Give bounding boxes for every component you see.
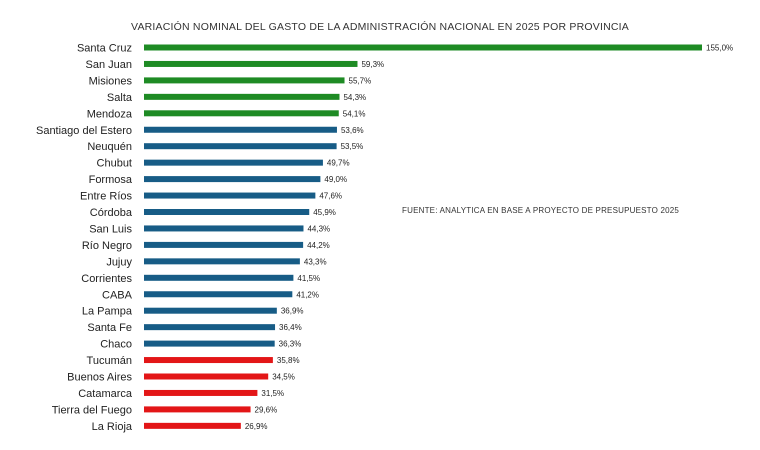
category-label-salta: Salta [107,92,133,104]
category-label-chubut: Chubut [97,158,132,170]
category-label-caba: CABA [102,289,133,301]
category-label-tucuman: Tucumán [87,355,132,367]
category-label-santa-cruz: Santa Cruz [77,43,132,55]
bar-santa-cruz [144,44,702,51]
category-label-cordoba: Córdoba [90,207,133,219]
bar-formosa [144,176,321,183]
bar-la-rioja [144,422,241,429]
bar-tierra-del-fuego [144,406,251,413]
value-label-salta: 54,3% [343,93,366,102]
value-label-buenos-aires: 34,5% [272,373,295,382]
bar-buenos-aires [144,373,269,380]
bar-salta [144,93,340,100]
bar-santa-fe [144,324,276,331]
category-label-catamarca: Catamarca [78,388,133,400]
value-label-santa-cruz: 155,0% [706,44,733,53]
category-label-san-juan: San Juan [86,59,132,71]
category-label-formosa: Formosa [89,174,133,186]
value-label-cordoba: 45,9% [313,208,336,217]
bar-tucuman [144,357,273,364]
value-label-santiago-del-estero: 53,6% [341,126,364,135]
value-label-formosa: 49,0% [324,175,347,184]
chart-title: VARIACIÓN NOMINAL DEL GASTO DE LA ADMINI… [131,21,629,33]
category-label-santa-fe: Santa Fe [87,322,132,334]
bar-rio-negro [144,241,304,248]
value-label-la-rioja: 26,9% [245,422,268,431]
value-label-tucuman: 35,8% [277,356,300,365]
category-label-corrientes: Corrientes [81,273,132,285]
value-label-catamarca: 31,5% [261,389,284,398]
category-label-chaco: Chaco [100,339,132,351]
value-label-san-luis: 44,3% [307,224,330,233]
value-label-corrientes: 41,5% [297,274,320,283]
bar-santiago-del-estero [144,126,337,133]
bar-caba [144,291,293,298]
category-label-jujuy: Jujuy [106,256,132,268]
bar-la-pampa [144,307,277,314]
value-label-entre-rios: 47,6% [319,192,342,201]
value-label-santa-fe: 36,4% [279,323,302,332]
value-label-tierra-del-fuego: 29,6% [255,405,278,414]
category-label-la-pampa: La Pampa [82,306,133,318]
value-label-chubut: 49,7% [327,159,350,168]
bar-san-juan [144,60,358,67]
category-label-rio-negro: Río Negro [82,240,132,252]
value-label-mendoza: 54,1% [343,109,366,118]
category-label-santiago-del-estero: Santiago del Estero [36,125,132,137]
bar-cordoba [144,209,310,215]
bar-san-luis [144,225,304,232]
bar-chubut [144,159,323,166]
category-label-buenos-aires: Buenos Aires [67,372,132,384]
value-label-chaco: 36,3% [279,340,302,349]
value-label-san-juan: 59,3% [361,60,384,69]
value-label-caba: 41,2% [296,290,319,299]
value-label-jujuy: 43,3% [304,257,327,266]
value-label-la-pampa: 36,9% [281,307,304,316]
bar-jujuy [144,258,300,265]
value-label-misiones: 55,7% [349,76,372,85]
category-label-la-rioja: La Rioja [92,421,133,433]
category-label-mendoza: Mendoza [87,108,133,120]
category-label-neuquen: Neuquén [87,141,132,153]
category-label-misiones: Misiones [89,75,133,87]
bar-neuquen [144,143,337,150]
category-label-tierra-del-fuego: Tierra del Fuego [52,404,132,416]
value-label-rio-negro: 44,2% [307,241,330,250]
bar-corrientes [144,274,294,281]
bar-mendoza [144,110,339,117]
category-label-san-luis: San Luis [89,223,132,235]
value-label-neuquen: 53,5% [341,142,364,151]
source-annotation: FUENTE: ANALYTICA EN BASE A PROYECTO DE … [402,206,680,215]
bar-misiones [144,77,345,84]
bar-entre-rios [144,192,316,199]
bar-catamarca [144,389,258,396]
category-label-entre-rios: Entre Ríos [80,191,132,203]
bar-chaco [144,340,275,347]
